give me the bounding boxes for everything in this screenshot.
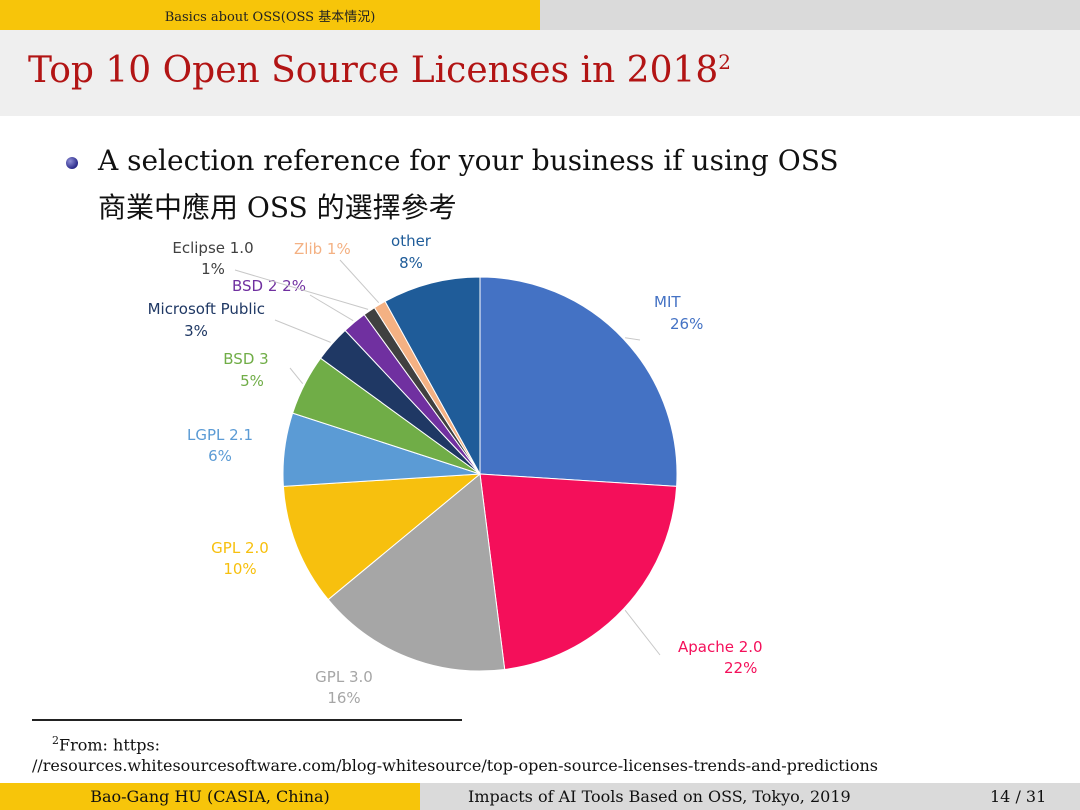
bullet-text-zh: 商業中應用 OSS 的選擇參考 <box>98 191 457 224</box>
slice-label: LGPL 2.1 <box>187 426 253 444</box>
slice-value-label: 5% <box>240 372 264 390</box>
leader-line <box>289 367 304 385</box>
pie-slice-mit <box>479 276 678 487</box>
bullet-text-en: A selection reference for your business … <box>98 144 839 177</box>
section-title[interactable]: Basics about OSS(OSS 基本情況) <box>0 0 540 30</box>
bullet-icon <box>66 157 78 169</box>
slice-value-label: 26% <box>670 315 703 333</box>
pie-slice-gpl-3-0 <box>327 473 506 672</box>
slice-value-label: 3% <box>184 322 208 340</box>
leader-line <box>234 269 369 310</box>
leader-line <box>625 337 641 341</box>
footnote-text-1: From: https: <box>59 735 161 755</box>
slice-value-label: 22% <box>724 659 757 677</box>
pie-slice-apache-2-0 <box>479 473 678 671</box>
slice-value-label: 6% <box>208 447 232 465</box>
slice-label: Eclipse 1.0 <box>172 239 253 257</box>
header-bar: Basics about OSS(OSS 基本情況) <box>0 0 1080 30</box>
slice-label: BSD 2 2% <box>232 277 306 295</box>
slice-label: GPL 3.0 <box>315 668 373 686</box>
footnote-mark: 2 <box>52 734 59 747</box>
slice-label: GPL 2.0 <box>211 539 269 557</box>
leader-line <box>339 259 380 304</box>
leader-line <box>624 609 661 656</box>
slide-title-text: Top 10 Open Source Licenses in 2018 <box>28 50 719 91</box>
slice-value-label: 16% <box>327 689 360 707</box>
leader-line <box>309 294 354 322</box>
slice-label: other <box>391 232 432 250</box>
footnote-line-1: 2From: https: <box>52 734 160 754</box>
slice-label: MIT <box>654 293 681 311</box>
pie-slice-other <box>384 276 481 475</box>
pie-slice-gpl-2-0 <box>282 473 482 601</box>
slice-label: BSD 3 <box>223 350 268 368</box>
title-bar <box>0 30 1080 116</box>
slice-value-label: 10% <box>223 560 256 578</box>
page-number: 14 / 31 <box>990 787 1047 806</box>
slice-label: Zlib 1% <box>294 240 351 258</box>
footer-talk-title: Impacts of AI Tools Based on OSS, Tokyo,… <box>468 787 851 806</box>
footnote-url[interactable]: //resources.whitesourcesoftware.com/blog… <box>32 756 878 775</box>
slice-label: Apache 2.0 <box>678 638 763 656</box>
slice-value-label: 8% <box>399 254 423 272</box>
footnote-rule <box>32 719 462 721</box>
slice-value-label: 1% <box>201 260 225 278</box>
title-footnote-mark: 2 <box>718 50 732 74</box>
slide-title: Top 10 Open Source Licenses in 20182 <box>28 50 731 91</box>
footer-author: Bao-Gang HU (CASIA, China) <box>0 783 420 810</box>
footer-bar: Bao-Gang HU (CASIA, China) Impacts of AI… <box>0 783 1080 810</box>
slice-label: Microsoft Public <box>148 300 265 318</box>
leader-line <box>274 319 331 343</box>
